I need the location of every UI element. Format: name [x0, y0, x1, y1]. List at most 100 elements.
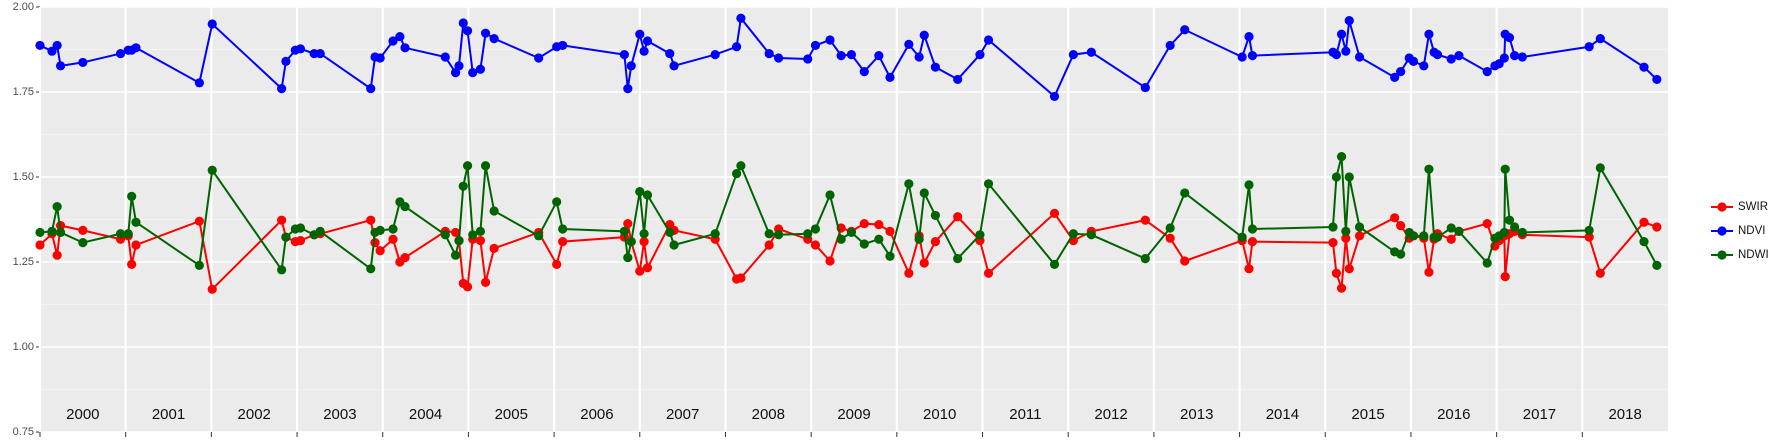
point	[475, 226, 486, 236]
point	[623, 252, 633, 263]
point	[78, 225, 88, 235]
point	[1165, 223, 1175, 233]
point	[885, 251, 895, 261]
point	[764, 229, 774, 239]
point	[665, 48, 675, 59]
point	[1237, 52, 1247, 62]
point	[930, 210, 941, 221]
point	[468, 230, 478, 240]
point	[1499, 53, 1509, 63]
point	[732, 169, 742, 179]
point	[375, 53, 385, 63]
point	[846, 227, 857, 238]
legend-label: SWIR	[1738, 201, 1768, 213]
point	[489, 34, 499, 44]
point	[454, 235, 464, 246]
point	[1639, 62, 1649, 72]
point	[440, 52, 450, 62]
y-tick-label: 1.25	[13, 256, 34, 268]
point	[1595, 163, 1605, 173]
point	[619, 226, 629, 236]
point	[1180, 25, 1190, 35]
point	[1165, 40, 1175, 51]
point	[983, 35, 994, 45]
legend-label: NDWI	[1738, 249, 1769, 261]
point	[623, 218, 633, 229]
point	[1336, 283, 1347, 293]
point	[1180, 256, 1190, 266]
point	[732, 42, 742, 52]
point	[975, 230, 985, 240]
point	[1068, 229, 1078, 239]
point	[953, 254, 963, 264]
series-line	[39, 15, 1658, 99]
point	[115, 48, 126, 59]
point	[859, 67, 869, 77]
point	[52, 201, 62, 212]
point	[400, 43, 410, 53]
year-label: 2003	[323, 406, 356, 423]
point	[1584, 232, 1594, 242]
point	[1341, 226, 1351, 236]
point	[874, 220, 884, 230]
point	[35, 227, 45, 238]
point	[635, 187, 645, 197]
point	[635, 266, 645, 276]
point	[1344, 16, 1354, 26]
point	[914, 52, 924, 62]
point	[1331, 268, 1342, 278]
point	[1424, 267, 1434, 277]
point	[626, 61, 636, 71]
y-tick-label: 1.50	[13, 171, 34, 183]
year-label: 2013	[1180, 406, 1213, 423]
point	[400, 201, 410, 212]
point	[552, 259, 562, 269]
point	[462, 26, 473, 36]
point	[131, 43, 141, 53]
point	[277, 265, 287, 275]
point	[194, 216, 204, 226]
point	[450, 250, 461, 260]
point	[35, 240, 45, 250]
year-label: 2005	[495, 406, 528, 423]
year-label: 2007	[666, 406, 699, 423]
point	[1517, 227, 1527, 238]
point	[277, 215, 287, 225]
point	[295, 235, 306, 246]
point	[904, 179, 914, 189]
point	[1446, 54, 1456, 64]
point	[642, 263, 653, 273]
point	[773, 230, 784, 240]
year-label: 2009	[837, 406, 870, 423]
point	[919, 188, 929, 198]
point	[710, 50, 720, 60]
point	[1341, 46, 1351, 56]
year-label: 2002	[238, 406, 271, 423]
point	[1180, 188, 1190, 198]
point	[975, 50, 985, 60]
point	[1408, 231, 1419, 241]
point	[1396, 221, 1406, 231]
point	[1341, 233, 1351, 243]
point	[558, 224, 568, 234]
point	[836, 51, 846, 61]
point	[914, 234, 924, 244]
point	[1639, 237, 1649, 247]
point	[885, 72, 895, 82]
point	[1247, 224, 1258, 234]
year-label: 2001	[152, 406, 185, 423]
point	[642, 36, 653, 46]
point	[475, 64, 486, 74]
point	[1584, 42, 1594, 52]
point	[194, 260, 204, 270]
point	[1408, 56, 1419, 66]
point	[885, 226, 895, 236]
point	[1652, 74, 1662, 85]
point	[874, 51, 884, 61]
point	[127, 191, 137, 201]
point	[930, 237, 941, 247]
point	[462, 282, 473, 292]
point	[207, 19, 217, 29]
point	[78, 238, 88, 248]
point	[55, 61, 66, 71]
